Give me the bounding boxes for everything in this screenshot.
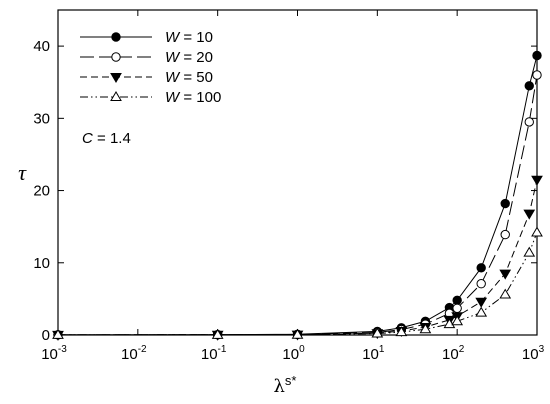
legend-marker (110, 73, 122, 83)
data-point (531, 175, 543, 186)
legend-marker (110, 91, 122, 101)
x-tick-base: 10 (522, 346, 539, 363)
legend-label: W = 100 (165, 89, 221, 106)
x-tick-label: 10-2 (121, 344, 147, 363)
data-point (524, 117, 534, 127)
x-tick-base: 10 (362, 346, 379, 363)
legend-label: W = 20 (165, 49, 213, 66)
legend-label: W = 10 (165, 29, 213, 46)
y-tick-label: 0 (42, 327, 50, 344)
legend-marker (111, 32, 121, 42)
x-tick-exponent: -2 (138, 344, 147, 355)
x-tick-exponent: 2 (459, 344, 465, 355)
series-line (57, 232, 538, 336)
data-point (524, 81, 534, 91)
data-point (395, 326, 408, 337)
x-axis-label-base: λ (274, 376, 285, 397)
legend-variable: W (165, 29, 181, 46)
legend-entry: W = 50 (80, 69, 213, 86)
legend-label: W = 50 (165, 69, 213, 86)
y-tick-label: 30 (33, 110, 50, 127)
legend-variable: W (165, 69, 181, 86)
x-tick-label: 10-1 (201, 344, 227, 363)
series-1 (53, 50, 542, 340)
x-tick-exponent: -3 (58, 344, 67, 355)
x-tick-exponent: 0 (299, 344, 305, 355)
data-point (499, 288, 512, 299)
annotation-value: = 1.4 (93, 130, 131, 147)
data-point (291, 328, 304, 339)
series-2 (53, 70, 542, 340)
annotation-variable: C (82, 130, 93, 147)
data-point (476, 263, 486, 273)
plot-frame (57, 9, 538, 336)
legend-entry: W = 10 (80, 29, 213, 46)
legend-value: = 20 (179, 49, 213, 66)
x-tick-base: 10 (442, 346, 459, 363)
data-point (475, 297, 488, 308)
legend-entry: W = 20 (80, 49, 213, 66)
x-tick-exponent: 1 (379, 344, 385, 355)
legend-value: = 10 (179, 29, 213, 46)
data-point (443, 318, 456, 329)
data-point (500, 198, 510, 209)
x-tick-exponent: 3 (539, 344, 545, 355)
data-point (532, 70, 542, 80)
y-tick-label: 10 (33, 255, 50, 272)
legend: W = 10W = 20W = 50W = 100 (80, 29, 221, 106)
y-tick-label: 40 (33, 38, 50, 55)
data-point (532, 50, 542, 61)
data-point (500, 229, 510, 240)
data-point (476, 279, 486, 289)
legend-variable: W (165, 49, 181, 66)
x-tick-base: 10 (282, 346, 299, 363)
series-line (57, 74, 538, 336)
x-tick-base: 10 (121, 346, 138, 363)
data-point (419, 323, 432, 334)
x-tick-exponent: -1 (218, 344, 227, 355)
x-tick-base: 10 (201, 346, 218, 363)
parameter-annotation: C = 1.4 (82, 130, 131, 147)
data-point (499, 269, 512, 280)
data-point (52, 328, 64, 339)
data-point (451, 315, 464, 326)
data-point (531, 226, 543, 237)
data-point (371, 327, 384, 338)
legend-variable: W (165, 89, 181, 106)
legend-entry: W = 100 (80, 89, 221, 106)
y-axis-label: τ (18, 160, 27, 185)
x-axis-label-sup: s* (285, 373, 297, 388)
legend-marker (111, 52, 121, 62)
legend-value: = 100 (179, 89, 221, 106)
data-point (211, 328, 224, 339)
x-tick-label: 10-3 (41, 344, 67, 363)
data-point (523, 246, 536, 257)
series-line (57, 55, 538, 336)
data-point (475, 306, 488, 317)
x-tick-label: 101 (362, 344, 385, 363)
series-layer (52, 50, 543, 341)
x-tick-label: 103 (522, 344, 545, 363)
series-line (57, 179, 538, 336)
y-tick-label: 20 (33, 183, 50, 200)
x-axis-label: λs* (274, 373, 297, 397)
x-tick-label: 102 (442, 344, 465, 363)
series-4 (52, 226, 543, 339)
data-point (452, 303, 462, 313)
x-tick-label: 100 (282, 344, 305, 363)
legend-value: = 50 (179, 69, 213, 86)
data-point (452, 295, 462, 306)
data-point (523, 209, 536, 220)
series-3 (52, 175, 543, 341)
x-tick-base: 10 (41, 346, 58, 363)
